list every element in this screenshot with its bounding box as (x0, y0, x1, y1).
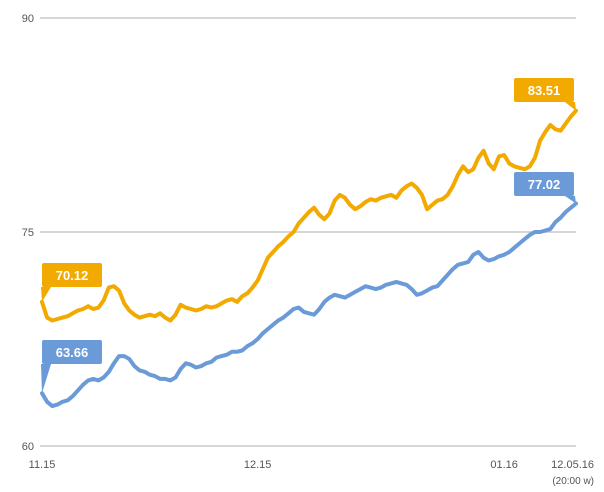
gold-end-flag: 83.51 (514, 78, 576, 111)
blue-start-flag-pointer (41, 364, 51, 394)
blue-end-flag-box (514, 172, 574, 196)
series-lines (40, 108, 578, 409)
blue-end-flag: 77.02 (514, 172, 576, 204)
gold-start-flag-text: 70.12 (56, 268, 89, 283)
value-flags: 70.12 63.66 83.51 77.02 (41, 78, 576, 394)
gold-start-flag: 70.12 (41, 263, 102, 302)
last-update-label: (20:00 w) (552, 476, 594, 487)
y-tick-label: 60 (22, 441, 34, 453)
gold-start-flag-box (42, 263, 102, 287)
series-line-1 (40, 108, 578, 323)
blue-end-flag-text: 77.02 (528, 177, 561, 192)
gridlines (40, 17, 576, 447)
gold-end-flag-text: 83.51 (528, 83, 561, 98)
blue-start-flag-text: 63.66 (56, 345, 89, 360)
blue-end-flag-pointer (565, 196, 576, 204)
x-tick-label: 01.16 (490, 459, 518, 471)
y-tick-label: 90 (22, 13, 34, 25)
gold-end-flag-pointer (565, 102, 576, 111)
gold-end-flag-box (514, 78, 574, 102)
x-tick-label: 12.05.16 (551, 459, 594, 471)
blue-start-flag: 63.66 (41, 340, 102, 394)
blue-start-flag-box (42, 340, 102, 364)
x-tick-label: 11.15 (29, 459, 56, 471)
y-tick-label: 75 (22, 227, 34, 239)
axis-ticks: 90 75 60 11.15 12.15 01.16 12.05.16 (22, 13, 594, 471)
gold-start-flag-pointer (41, 287, 51, 302)
x-tick-label: 12.15 (244, 459, 272, 471)
series-line-2 (40, 201, 578, 409)
